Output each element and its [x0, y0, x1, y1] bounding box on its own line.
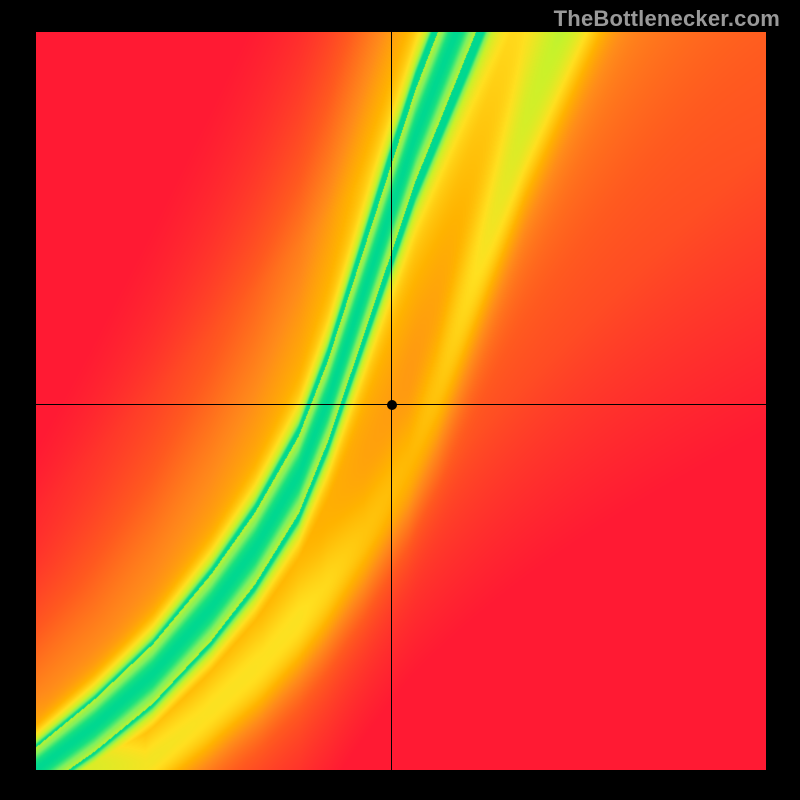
crosshair-marker	[387, 400, 397, 410]
watermark-text: TheBottlenecker.com	[554, 6, 780, 32]
crosshair-horizontal	[36, 404, 766, 406]
heatmap-plot	[36, 32, 766, 770]
heatmap-canvas	[36, 32, 766, 770]
